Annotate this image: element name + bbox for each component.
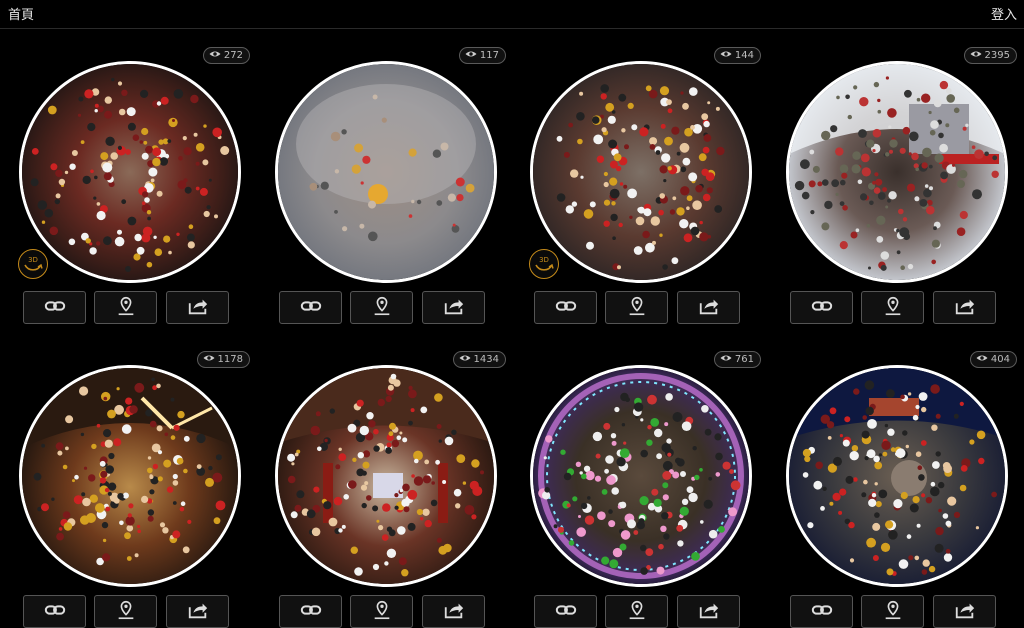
view-count-badge: 2395 — [963, 47, 1017, 64]
view-count-badge: 404 — [969, 351, 1017, 368]
link-icon — [300, 295, 322, 321]
map-pin-icon — [882, 599, 904, 625]
panorama-thumbnail[interactable] — [786, 365, 1008, 587]
map-pin-icon — [371, 599, 393, 625]
view-count-badge: 144 — [713, 47, 761, 64]
map-location-button[interactable] — [94, 291, 157, 324]
view-count-badge: 272 — [202, 47, 250, 64]
share-button[interactable] — [166, 595, 229, 628]
copy-link-button[interactable] — [23, 595, 86, 628]
link-icon — [300, 599, 322, 625]
eye-icon — [465, 48, 480, 63]
map-location-button[interactable] — [605, 291, 668, 324]
view-count: 272 — [223, 50, 243, 61]
nav-login-link[interactable]: 登入 — [990, 8, 1017, 23]
view-count-badge: 117 — [458, 47, 506, 64]
map-pin-icon — [882, 295, 904, 321]
view-count: 144 — [734, 50, 754, 61]
eye-icon — [203, 352, 218, 367]
link-icon — [44, 599, 66, 625]
share-button[interactable] — [933, 595, 996, 628]
panorama-card: 144 3D — [529, 47, 761, 324]
panorama-card: 117 — [275, 47, 506, 324]
view-count-badge: 1178 — [196, 351, 250, 368]
rotate-3d-icon: 3D — [532, 250, 556, 278]
copy-link-button[interactable] — [23, 291, 86, 324]
map-location-button[interactable] — [350, 291, 413, 324]
copy-link-button[interactable] — [790, 595, 853, 628]
share-icon — [954, 295, 976, 321]
eye-icon — [459, 352, 474, 367]
panorama-thumbnail[interactable] — [786, 61, 1008, 283]
copy-link-button[interactable] — [790, 291, 853, 324]
share-icon — [187, 599, 209, 625]
map-location-button[interactable] — [94, 595, 157, 628]
3d-view-badge[interactable]: 3D — [18, 249, 48, 279]
panorama-card: 404 — [786, 351, 1017, 628]
copy-link-button[interactable] — [534, 291, 597, 324]
top-nav-bar: 首頁 登入 — [0, 0, 1024, 29]
panorama-card: 272 3D — [18, 47, 250, 324]
map-location-button[interactable] — [861, 291, 924, 324]
panorama-thumbnail[interactable] — [19, 61, 241, 283]
link-icon — [44, 295, 66, 321]
share-icon — [443, 599, 465, 625]
share-button[interactable] — [422, 291, 485, 324]
rotate-3d-icon: 3D — [21, 250, 45, 278]
copy-link-button[interactable] — [279, 595, 342, 628]
panorama-thumbnail[interactable] — [275, 365, 497, 587]
view-count: 1178 — [217, 354, 243, 365]
badge-3d-label: 3D — [539, 256, 549, 264]
link-icon — [555, 295, 577, 321]
view-count: 1434 — [473, 354, 499, 365]
copy-link-button[interactable] — [279, 291, 342, 324]
eye-icon — [720, 352, 735, 367]
map-pin-icon — [626, 295, 648, 321]
eye-icon — [209, 48, 224, 63]
share-button[interactable] — [677, 595, 740, 628]
eye-icon — [976, 352, 991, 367]
share-button[interactable] — [422, 595, 485, 628]
map-pin-icon — [626, 599, 648, 625]
view-count: 2395 — [984, 50, 1010, 61]
link-icon — [555, 599, 577, 625]
share-icon — [698, 599, 720, 625]
share-button[interactable] — [677, 291, 740, 324]
view-count: 117 — [479, 50, 499, 61]
map-pin-icon — [371, 295, 393, 321]
share-icon — [187, 295, 209, 321]
panorama-thumbnail[interactable] — [19, 365, 241, 587]
map-location-button[interactable] — [605, 595, 668, 628]
map-pin-icon — [115, 599, 137, 625]
nav-home-link[interactable]: 首頁 — [8, 8, 35, 23]
panorama-thumbnail[interactable] — [530, 365, 752, 587]
panorama-card: 2395 — [786, 47, 1017, 324]
panorama-card: 1434 — [275, 351, 506, 628]
view-count-badge: 761 — [713, 351, 761, 368]
share-icon — [954, 599, 976, 625]
share-button[interactable] — [166, 291, 229, 324]
link-icon — [811, 599, 833, 625]
map-pin-icon — [115, 295, 137, 321]
share-icon — [443, 295, 465, 321]
panorama-thumbnail[interactable] — [530, 61, 752, 283]
copy-link-button[interactable] — [534, 595, 597, 628]
share-button[interactable] — [933, 291, 996, 324]
3d-view-badge[interactable]: 3D — [529, 249, 559, 279]
view-count: 404 — [990, 354, 1010, 365]
badge-3d-label: 3D — [28, 256, 38, 264]
view-count-badge: 1434 — [452, 351, 506, 368]
map-location-button[interactable] — [350, 595, 413, 628]
link-icon — [811, 295, 833, 321]
map-location-button[interactable] — [861, 595, 924, 628]
eye-icon — [720, 48, 735, 63]
panorama-thumbnail[interactable] — [275, 61, 497, 283]
view-count: 761 — [734, 354, 754, 365]
share-icon — [698, 295, 720, 321]
eye-icon — [970, 48, 985, 63]
panorama-card: 1178 — [19, 351, 250, 628]
panorama-card: 761 — [530, 351, 761, 628]
